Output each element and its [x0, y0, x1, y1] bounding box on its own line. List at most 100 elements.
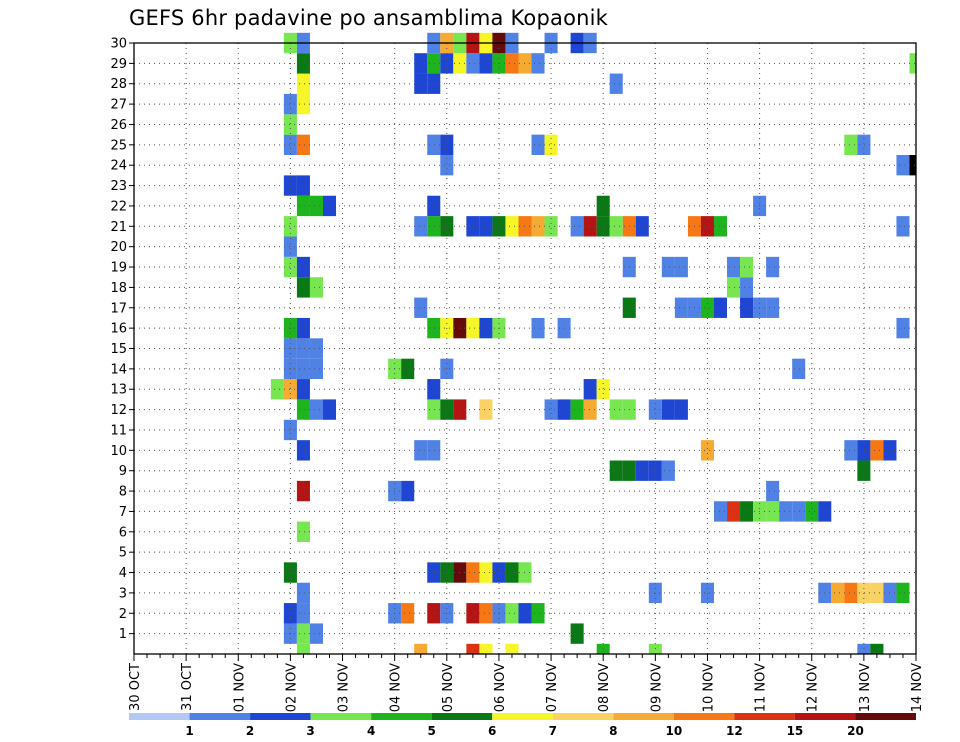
heatmap-cell [283, 236, 297, 257]
x-tick-label: 08 NOV [597, 663, 612, 712]
heatmap-cell [414, 73, 428, 94]
heatmap-cell [414, 440, 428, 461]
heatmap-cell [270, 379, 284, 400]
color-legend: 1 2 3 4 5 6 7 8 10 12 15 20 [129, 713, 916, 738]
heatmap-cell [296, 175, 310, 196]
heatmap-cell [414, 297, 428, 318]
heatmap-cell [740, 297, 754, 318]
legend-swatch [129, 713, 190, 720]
legend-swatch [189, 713, 251, 720]
heatmap-cell [296, 338, 310, 359]
heatmap-cell [296, 603, 310, 624]
legend-label: 7 [549, 724, 557, 738]
legend-label: 20 [847, 724, 864, 738]
heatmap-cell [792, 501, 806, 522]
heatmap-cell [531, 317, 545, 339]
heatmap-cell [570, 216, 584, 237]
y-tick-label: 2 [119, 607, 127, 622]
heatmap-cell [440, 562, 454, 583]
x-tick-label: 13 NOV [858, 663, 873, 712]
heatmap-cell [479, 216, 493, 237]
y-tick-label: 24 [110, 159, 127, 174]
heatmap-cell [296, 195, 310, 217]
heatmap-cell [674, 399, 688, 420]
heatmap-cell [427, 134, 441, 156]
heatmap-cell [505, 53, 519, 74]
legend-label: 10 [665, 724, 682, 738]
heatmap-cell [466, 562, 480, 583]
heatmap-cell [531, 603, 545, 624]
heatmap-cell [857, 582, 871, 604]
heatmap-cell [740, 501, 754, 522]
y-tick-label: 28 [110, 77, 127, 92]
heatmap-cell [440, 399, 454, 420]
heatmap-cell [896, 582, 910, 604]
heatmap-cell [492, 562, 506, 583]
heatmap-cell [583, 399, 597, 420]
heatmap-cell [896, 155, 910, 176]
legend-label: 1 [185, 724, 193, 738]
legend-label: 15 [787, 724, 804, 738]
chart-grid [134, 43, 916, 654]
heatmap-cell [531, 53, 545, 74]
legend-swatch [250, 713, 311, 720]
y-tick-label: 14 [110, 362, 127, 377]
heatmap-cell [544, 216, 558, 237]
heatmap-cell [766, 480, 780, 502]
heatmap-cell [440, 134, 454, 156]
y-tick-label: 9 [119, 464, 127, 479]
legend-swatch [310, 713, 372, 720]
heatmap-cell [479, 603, 493, 624]
heatmap-cell [531, 216, 545, 237]
heatmap-cell [727, 256, 741, 278]
legend-label: 12 [726, 724, 743, 738]
heatmap-cell [414, 216, 428, 237]
heatmap-cell [740, 277, 754, 298]
y-tick-label: 29 [110, 57, 127, 72]
heatmap-cell [870, 582, 884, 604]
heatmap-cell [296, 358, 310, 380]
heatmap-cell [635, 216, 649, 237]
x-tick-label: 11 NOV [754, 663, 769, 712]
legend-swatch [492, 713, 553, 720]
heatmap-cell [479, 562, 493, 583]
heatmap-cell [296, 53, 310, 74]
heatmap-cell [870, 440, 884, 461]
heatmap-cell [309, 338, 323, 359]
heatmap-cell [309, 358, 323, 380]
heatmap-cell [309, 277, 323, 298]
legend-swatch [794, 713, 856, 720]
heatmap-cell [713, 216, 728, 237]
y-tick-label: 6 [119, 525, 127, 540]
y-tick-label: 22 [110, 199, 127, 214]
heatmap-cell [427, 53, 441, 74]
heatmap-cell [401, 603, 415, 624]
heatmap-cell [401, 480, 415, 502]
heatmap-cell [609, 216, 623, 237]
heatmap-cell [609, 460, 623, 481]
y-tick-label: 30 [110, 37, 127, 52]
heatmap-cell [700, 297, 714, 318]
heatmap-cell [296, 643, 310, 654]
heatmap-cell [296, 134, 310, 156]
heatmap-cell [296, 93, 310, 115]
heatmap-cells [270, 32, 916, 654]
x-tick-label: 06 NOV [493, 663, 508, 712]
heatmap-cell [857, 460, 871, 481]
heatmap-cell [805, 501, 819, 522]
heatmap-cell [596, 195, 610, 217]
y-tick-label: 8 [119, 485, 127, 500]
heatmap-cell [466, 216, 480, 237]
heatmap-cell [283, 114, 297, 135]
heatmap-cell [583, 216, 597, 237]
legend-label: 3 [306, 724, 314, 738]
heatmap-cell [674, 256, 688, 278]
x-tick-label: 02 NOV [284, 663, 299, 712]
legend-swatch [431, 713, 493, 720]
y-tick-label: 5 [119, 546, 127, 561]
heatmap-cell [427, 603, 441, 624]
heatmap-cell [596, 216, 610, 237]
heatmap-cell [648, 582, 662, 604]
heatmap-cell [779, 501, 793, 522]
heatmap-cell [466, 317, 480, 339]
